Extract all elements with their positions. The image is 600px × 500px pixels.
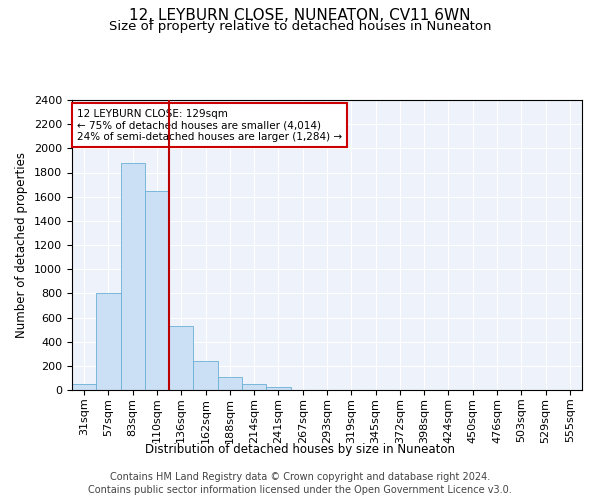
Text: Distribution of detached houses by size in Nuneaton: Distribution of detached houses by size …	[145, 442, 455, 456]
Text: Size of property relative to detached houses in Nuneaton: Size of property relative to detached ho…	[109, 20, 491, 33]
Bar	[96, 294, 121, 390]
Bar	[169, 326, 193, 390]
Bar	[218, 376, 242, 390]
Text: Contains HM Land Registry data © Crown copyright and database right 2024.: Contains HM Land Registry data © Crown c…	[110, 472, 490, 482]
Text: Contains public sector information licensed under the Open Government Licence v3: Contains public sector information licen…	[88, 485, 512, 495]
Bar	[145, 190, 169, 390]
Bar	[266, 387, 290, 390]
Bar	[72, 384, 96, 390]
Text: 12, LEYBURN CLOSE, NUNEATON, CV11 6WN: 12, LEYBURN CLOSE, NUNEATON, CV11 6WN	[129, 8, 471, 22]
Bar	[193, 361, 218, 390]
Text: 12 LEYBURN CLOSE: 129sqm
← 75% of detached houses are smaller (4,014)
24% of sem: 12 LEYBURN CLOSE: 129sqm ← 75% of detach…	[77, 108, 342, 142]
Bar	[242, 384, 266, 390]
Y-axis label: Number of detached properties: Number of detached properties	[16, 152, 28, 338]
Bar	[121, 163, 145, 390]
